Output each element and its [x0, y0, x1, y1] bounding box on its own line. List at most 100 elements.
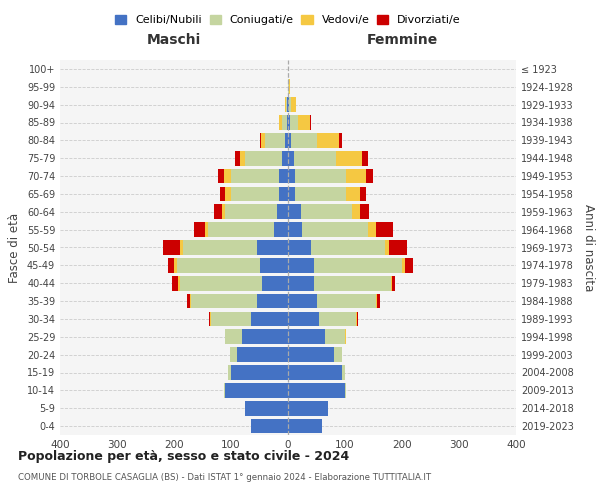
Bar [361, 186, 366, 201]
Bar [288, 222, 302, 237]
Bar [262, 276, 288, 290]
Bar [402, 258, 405, 272]
Bar [346, 168, 366, 184]
Bar [280, 168, 288, 184]
Bar [314, 276, 391, 290]
Bar [182, 240, 257, 255]
Bar [257, 240, 288, 255]
Bar [377, 294, 380, 308]
Bar [317, 294, 376, 308]
Bar [224, 168, 231, 184]
Legend: Celibi/Nubili, Coniugati/e, Vedovi/e, Divorziati/e: Celibi/Nubili, Coniugati/e, Vedovi/e, Di… [111, 10, 465, 30]
Bar [223, 204, 226, 219]
Bar [224, 383, 226, 398]
Bar [352, 204, 361, 219]
Bar [209, 312, 211, 326]
Bar [226, 383, 288, 398]
Bar [191, 294, 257, 308]
Bar [226, 204, 277, 219]
Bar [260, 133, 265, 148]
Bar [257, 294, 288, 308]
Bar [376, 294, 377, 308]
Bar [172, 276, 178, 290]
Y-axis label: Fasce di età: Fasce di età [8, 212, 21, 282]
Bar [280, 186, 288, 201]
Bar [194, 222, 205, 237]
Bar [391, 276, 392, 290]
Bar [368, 222, 376, 237]
Bar [288, 186, 295, 201]
Bar [190, 294, 191, 308]
Bar [180, 276, 262, 290]
Bar [245, 151, 283, 166]
Bar [319, 312, 356, 326]
Bar [286, 98, 287, 112]
Bar [288, 365, 342, 380]
Bar [291, 133, 317, 148]
Bar [177, 258, 260, 272]
Bar [205, 222, 208, 237]
Bar [174, 258, 177, 272]
Bar [310, 115, 311, 130]
Bar [287, 115, 288, 130]
Bar [168, 258, 174, 272]
Bar [251, 419, 288, 434]
Text: COMUNE DI TORBOLE CASAGLIA (BS) - Dati ISTAT 1° gennaio 2024 - Elaborazione TUTT: COMUNE DI TORBOLE CASAGLIA (BS) - Dati I… [18, 472, 431, 482]
Bar [294, 151, 337, 166]
Bar [302, 222, 368, 237]
Bar [288, 383, 345, 398]
Bar [295, 186, 346, 201]
Bar [178, 276, 180, 290]
Bar [405, 258, 413, 272]
Bar [288, 151, 294, 166]
Bar [218, 168, 224, 184]
Bar [288, 204, 301, 219]
Bar [288, 240, 311, 255]
Bar [211, 312, 251, 326]
Bar [230, 348, 236, 362]
Bar [288, 80, 289, 94]
Bar [208, 222, 274, 237]
Bar [314, 258, 402, 272]
Bar [220, 186, 226, 201]
Bar [283, 151, 288, 166]
Bar [277, 204, 288, 219]
Bar [283, 115, 287, 130]
Bar [295, 168, 346, 184]
Bar [288, 115, 290, 130]
Bar [239, 151, 245, 166]
Bar [301, 204, 352, 219]
Bar [340, 133, 342, 148]
Bar [231, 186, 280, 201]
Text: Maschi: Maschi [147, 34, 201, 48]
Bar [298, 115, 310, 130]
Bar [288, 401, 328, 415]
Bar [311, 240, 385, 255]
Bar [345, 383, 346, 398]
Bar [290, 115, 298, 130]
Bar [288, 312, 319, 326]
Bar [251, 312, 288, 326]
Bar [289, 80, 290, 94]
Bar [334, 348, 342, 362]
Bar [346, 186, 361, 201]
Bar [235, 151, 239, 166]
Bar [288, 258, 314, 272]
Bar [231, 365, 288, 380]
Bar [163, 240, 180, 255]
Bar [342, 365, 345, 380]
Bar [288, 348, 334, 362]
Text: Femmine: Femmine [367, 34, 437, 48]
Bar [274, 222, 288, 237]
Bar [357, 312, 358, 326]
Y-axis label: Anni di nascita: Anni di nascita [581, 204, 595, 291]
Bar [288, 168, 295, 184]
Bar [362, 151, 368, 166]
Bar [361, 204, 369, 219]
Bar [285, 98, 286, 112]
Bar [187, 294, 190, 308]
Bar [242, 330, 288, 344]
Bar [288, 276, 314, 290]
Bar [366, 168, 373, 184]
Bar [180, 240, 182, 255]
